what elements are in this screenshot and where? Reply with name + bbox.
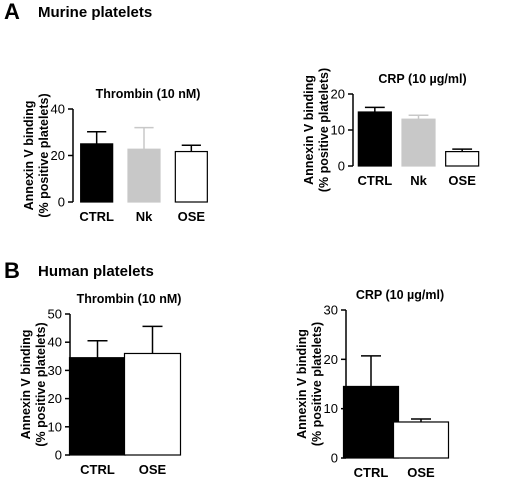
y-axis-label: Annexin V binding (302, 75, 316, 185)
bar-ctrl (68, 357, 127, 456)
bar-ctrl (357, 111, 392, 167)
bar-ose (445, 150, 480, 167)
x-tick-label: OSE (448, 173, 476, 188)
y-tick-label: 20 (331, 87, 345, 102)
bar-ctrl (80, 143, 114, 203)
panel-letter-a: A (4, 0, 20, 24)
chart-murine-thrombin: Thrombin (10 nM) 0 20 40 Annexin V binding (%… (22, 87, 208, 224)
y-axis-label: Annexin V binding (295, 329, 309, 439)
chart-title: CRP (10 µg/ml) (356, 288, 444, 302)
x-tick-label: Nk (410, 173, 427, 188)
bar-nk (401, 118, 436, 167)
y-tick-label: 50 (48, 307, 62, 322)
chart-title: CRP (10 µg/ml) (378, 72, 466, 86)
y-tick-label: 20 (324, 352, 338, 367)
x-tick-label: OSE (407, 465, 435, 480)
y-axis-label-units: (% positive platelets) (34, 322, 48, 446)
x-tick-label: Nk (136, 209, 153, 224)
y-tick-label: 10 (331, 123, 345, 138)
y-tick-label: 40 (51, 102, 65, 117)
y-tick-label: 30 (324, 303, 338, 318)
y-tick-label: 10 (48, 419, 62, 434)
x-tick-label: OSE (178, 209, 206, 224)
y-axis-label-units: (% positive platelets) (37, 93, 51, 217)
y-tick-label: 0 (58, 195, 65, 210)
y-tick-label: 0 (331, 451, 338, 466)
y-tick-label: 10 (324, 401, 338, 416)
x-tick-label: CTRL (79, 209, 114, 224)
x-tick-label: OSE (139, 462, 167, 477)
y-tick-label: 40 (48, 335, 62, 350)
bar-ose (174, 150, 208, 203)
bar-ose (123, 352, 182, 456)
chart-title: Thrombin (10 nM) (77, 292, 182, 306)
y-tick-label: 0 (338, 159, 345, 174)
chart-murine-crp: CRP (10 µg/ml) 0 10 20 Annexin V binding (% p… (302, 68, 480, 192)
y-axis-label-units: (% positive platelets) (317, 68, 331, 192)
y-tick-label: 30 (48, 363, 62, 378)
y-tick-label: 0 (55, 448, 62, 463)
chart-human-crp: CRP (10 µg/ml) 0 10 20 30 Annexin V binding (%… (295, 288, 450, 480)
chart-human-thrombin: Thrombin (10 nM) 0 10 20 30 40 50 Annexin V bin… (19, 292, 182, 477)
bar-nk (127, 148, 161, 203)
y-axis-label-units: (% positive platelets) (310, 322, 324, 446)
x-tick-label: CTRL (354, 465, 389, 480)
y-axis-label: Annexin V binding (19, 330, 33, 440)
bar-ose (392, 421, 450, 459)
panel-letter-b: B (4, 258, 20, 283)
section-title-human: Human platelets (38, 263, 154, 280)
bar-ctrl (342, 385, 400, 459)
x-tick-label: CTRL (357, 173, 392, 188)
y-axis-label: Annexin V binding (22, 101, 36, 211)
section-title-murine: Murine platelets (38, 4, 153, 21)
chart-title: Thrombin (10 nM) (96, 87, 201, 101)
x-tick-label: CTRL (80, 462, 115, 477)
y-tick-label: 20 (48, 391, 62, 406)
y-tick-label: 20 (51, 148, 65, 163)
